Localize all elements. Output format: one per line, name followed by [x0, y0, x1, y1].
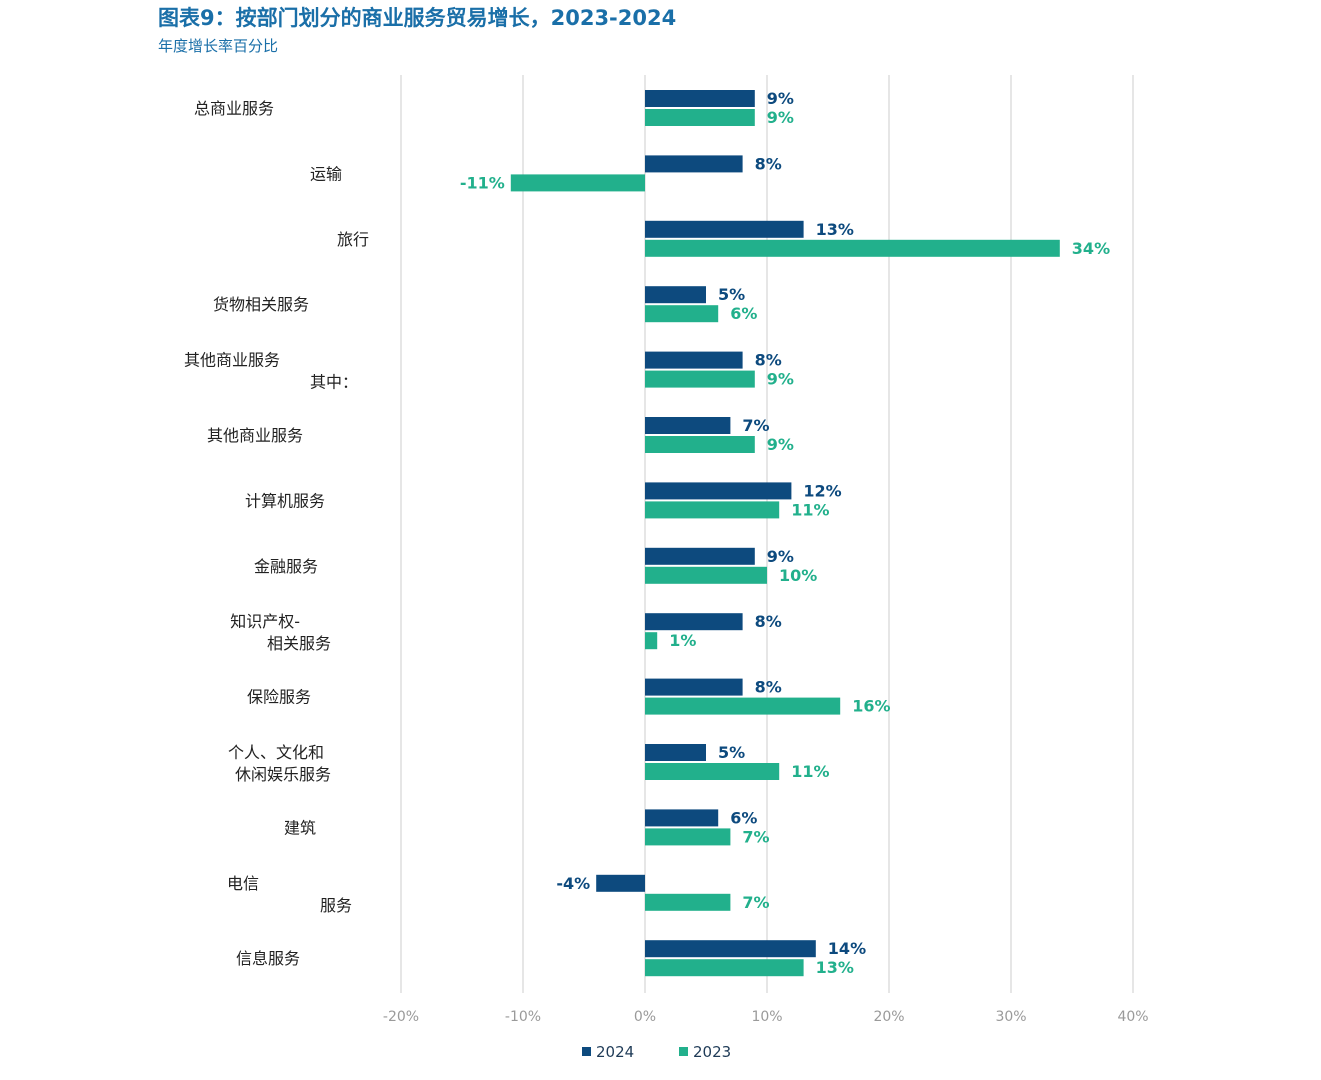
bar-2023 [645, 697, 841, 715]
data-label: 8% [755, 678, 782, 697]
bar-2024 [645, 417, 731, 434]
category-label: 休闲娱乐服务 [235, 765, 331, 784]
data-label: 14% [828, 939, 866, 958]
x-tick-label: 30% [995, 1009, 1026, 1025]
data-label: 6% [730, 808, 757, 827]
x-tick-label: 20% [873, 1009, 904, 1025]
data-label: 8% [755, 351, 782, 370]
bar-2023 [645, 501, 780, 519]
data-label: 11% [791, 762, 829, 781]
bar-2023 [510, 174, 645, 192]
category-label: 知识产权- [230, 612, 300, 631]
bar-2024 [645, 155, 743, 173]
bars: 9%9%8%-11%13%34%5%6%8%9%7%9%12%11%9%10%8… [460, 89, 1110, 977]
chart-subtitle: 年度增长率百分比 [158, 37, 279, 55]
legend-label-2023: 2023 [693, 1043, 731, 1061]
category-label: 总商业服务 [194, 99, 274, 118]
data-label: 7% [742, 893, 769, 912]
x-axis-ticks: -20% -10% 0% 10% 20% 30% 40% [383, 1009, 1149, 1025]
category-label: 运输 [310, 164, 342, 183]
data-label: 6% [730, 304, 757, 323]
bar-2023 [645, 566, 767, 584]
bar-2024 [645, 220, 804, 238]
bar-2024 [645, 351, 743, 369]
data-label: 7% [742, 416, 769, 435]
legend-label-2024: 2024 [596, 1043, 634, 1061]
bar-2024 [645, 809, 719, 827]
category-labels: 总商业服务运输旅行货物相关服务其他商业服务其中：其他商业服务计算机服务金融服务知… [184, 99, 369, 968]
gridlines [400, 75, 1134, 993]
bar-2023 [645, 893, 731, 911]
data-label: 1% [669, 631, 696, 650]
category-label: 服务 [320, 896, 352, 915]
category-label: 相关服务 [267, 634, 331, 653]
bar-2023 [645, 239, 1060, 257]
bar-2024 [645, 90, 755, 107]
bar-2024 [645, 547, 755, 565]
bar-2023 [645, 959, 804, 977]
bar-2023 [645, 828, 731, 846]
data-label: 9% [767, 435, 794, 454]
data-label: 7% [742, 827, 769, 846]
chart-title: 图表9：按部门划分的商业服务贸易增长，2023-2024 [158, 6, 677, 30]
data-label: 13% [816, 958, 854, 977]
category-label: 保险服务 [247, 688, 311, 707]
data-label: 13% [816, 220, 854, 239]
data-label: 5% [718, 743, 745, 762]
bar-2024 [645, 678, 743, 696]
bar-2024 [645, 940, 816, 958]
category-label: 计算机服务 [245, 491, 325, 510]
category-label: 其他商业服务 [207, 426, 303, 445]
x-tick-label: 10% [751, 1009, 782, 1025]
bar-2023 [645, 436, 755, 453]
x-tick-label: -10% [505, 1009, 541, 1025]
legend-swatch-2024 [582, 1047, 591, 1056]
bar-2024 [645, 286, 706, 304]
category-label: 其他商业服务 [184, 351, 280, 370]
data-label: 10% [779, 566, 817, 585]
bar-2023 [645, 370, 755, 388]
bar-2023 [645, 763, 780, 780]
data-label: 9% [767, 370, 794, 389]
category-label: 建筑 [284, 818, 316, 837]
data-label: 9% [767, 108, 794, 127]
data-label: 9% [767, 547, 794, 566]
data-label: -11% [460, 173, 505, 192]
bar-2023 [645, 632, 658, 650]
category-label: 个人、文化和 [228, 743, 324, 762]
category-label: 其中： [310, 373, 358, 392]
category-label: 金融服务 [254, 557, 318, 576]
bar-2024 [596, 874, 645, 892]
data-label: 34% [1072, 239, 1110, 258]
data-label: 11% [791, 500, 829, 519]
bar-2024 [645, 482, 792, 500]
data-label: 8% [755, 612, 782, 631]
category-label: 旅行 [337, 230, 369, 249]
category-label: 信息服务 [236, 949, 300, 968]
bar-2024 [645, 744, 706, 761]
x-tick-label: 0% [634, 1009, 656, 1025]
x-tick-label: -20% [383, 1009, 419, 1025]
data-label: 9% [767, 89, 794, 108]
category-label: 电信 [227, 874, 259, 893]
data-label: -4% [556, 874, 590, 893]
legend-swatch-2023 [679, 1047, 688, 1056]
data-label: 12% [803, 481, 841, 500]
bar-2023 [645, 109, 755, 126]
data-label: 5% [718, 285, 745, 304]
x-tick-label: 40% [1117, 1009, 1148, 1025]
bar-2024 [645, 613, 743, 631]
legend: 2024 2023 [582, 1043, 731, 1061]
data-label: 16% [852, 697, 890, 716]
data-label: 8% [755, 154, 782, 173]
category-label: 货物相关服务 [213, 295, 309, 314]
bar-2023 [645, 305, 719, 323]
